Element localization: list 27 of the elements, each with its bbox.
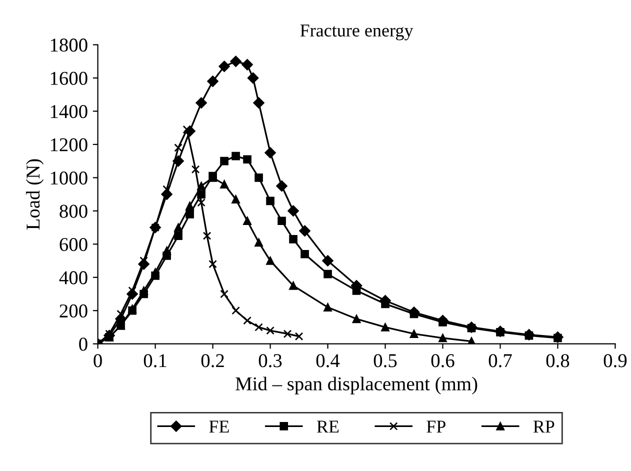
x-tick-label: 0.5 — [374, 354, 397, 368]
x-tick-label: 0.6 — [431, 354, 454, 368]
chart-title: Fracture energy — [300, 24, 414, 40]
legend-label: FE — [209, 420, 229, 433]
y-tick-label: 1400 — [50, 105, 88, 118]
x-tick-label: 0 — [94, 354, 102, 368]
x-tick-label: 0.3 — [258, 354, 282, 368]
x-tick-label: 0.4 — [316, 354, 340, 368]
legend-label: FP — [426, 420, 446, 433]
y-tick-label: 400 — [59, 271, 88, 284]
y-tick-label: 1000 — [50, 171, 88, 185]
y-tick-label: 1200 — [50, 138, 88, 152]
x-tick-label: 0.7 — [488, 354, 512, 368]
y-axis-title: Load (N) — [26, 159, 44, 230]
y-tick-label: 1600 — [50, 72, 88, 85]
y-tick-label: 200 — [60, 304, 88, 318]
legend-label: RP — [533, 420, 554, 433]
y-tick-label: 600 — [60, 238, 88, 252]
x-tick-label: 0.2 — [201, 354, 224, 368]
x-axis-title: Mid – span displacement (mm) — [236, 376, 478, 394]
y-tick-label: 1800 — [50, 38, 88, 52]
y-tick-label: 0 — [79, 338, 88, 351]
y-tick-label: 800 — [60, 204, 88, 218]
legend-label: RE — [316, 420, 339, 433]
x-tick-label: 0.1 — [144, 354, 166, 368]
x-tick-label: 0.9 — [604, 354, 627, 368]
x-tick-label: 0.8 — [546, 354, 570, 368]
